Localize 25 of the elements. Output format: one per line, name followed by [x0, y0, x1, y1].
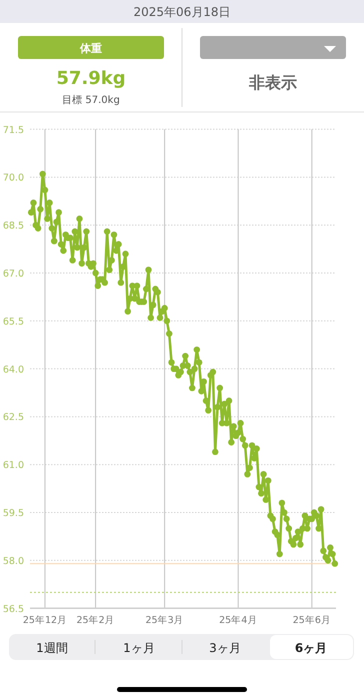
text: 目標 57.0kg	[62, 94, 120, 106]
x-tick-label: 25年6月	[292, 614, 331, 626]
y-tick-label: 64.0	[2, 364, 24, 376]
text: 3ヶ月	[209, 641, 241, 655]
text: 体重	[79, 42, 102, 55]
chart-title: 2025年06月18日	[133, 5, 231, 19]
x-tick-label: 25年2月	[76, 614, 115, 626]
y-tick-label: 70.0	[2, 172, 24, 184]
y-tick-label: 61.0	[2, 460, 24, 472]
y-tick-label: 56.5	[2, 604, 24, 615]
text: 6ヶ月	[294, 641, 328, 655]
y-tick-label: 68.5	[2, 220, 24, 232]
text: 57.9kg	[56, 68, 126, 89]
text: 1ヶ月	[123, 641, 155, 655]
x-tick-label: 25年4月	[219, 614, 258, 626]
text: 1週間	[36, 641, 68, 655]
y-tick-label: 58.0	[2, 556, 24, 567]
x-tick-label: 25年3月	[146, 614, 184, 626]
y-tick-label: 59.5	[2, 508, 24, 519]
x-tick-label: 25年12月	[22, 614, 68, 626]
y-tick-label: 67.0	[2, 268, 24, 280]
y-tick-label: 71.5	[2, 124, 24, 136]
text: 非表示	[248, 73, 297, 92]
y-tick-label: 65.5	[2, 316, 24, 328]
y-tick-label: 62.5	[2, 412, 24, 424]
